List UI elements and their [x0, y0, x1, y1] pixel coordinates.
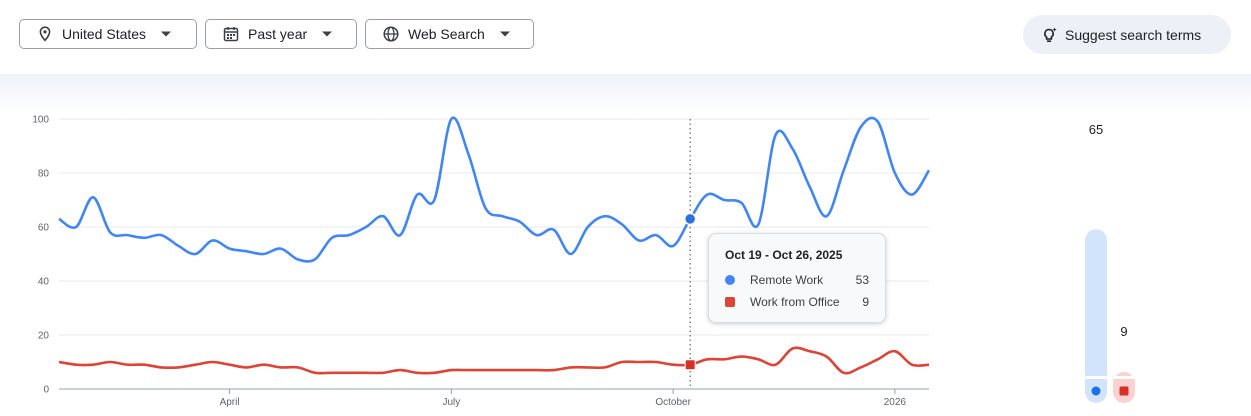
series-line-remote-work — [58, 116, 931, 263]
chevron-down-icon — [160, 30, 172, 38]
chart-tooltip: Oct 19 - Oct 26, 2025 Remote Work 53 Wor… — [708, 233, 886, 323]
y-tick-label: 100 — [32, 115, 49, 126]
tooltip-marker-remote-work — [725, 275, 735, 285]
y-tick-label: 20 — [38, 331, 50, 342]
highlight-point-remote-work — [683, 212, 697, 226]
average-bars — [1085, 229, 1135, 403]
y-tick-label: 60 — [38, 223, 50, 234]
location-filter[interactable]: United States — [19, 19, 197, 49]
toolbar: United States Past year Web Search Sugge… — [0, 0, 1251, 74]
y-tick-label: 40 — [38, 277, 50, 288]
tooltip-series-value: 9 — [862, 295, 869, 309]
location-filter-label: United States — [62, 26, 147, 42]
average-value-remote-work: 65 — [1088, 122, 1104, 137]
suggest-search-terms-label: Suggest search terms — [1065, 26, 1202, 43]
location-pin-icon — [36, 25, 54, 43]
y-axis-ticks: 0 20 40 60 80 100 — [32, 115, 49, 396]
y-tick-label: 80 — [38, 169, 50, 180]
average-value-work-from-office: 9 — [1120, 324, 1128, 339]
tooltip-marker-work-from-office — [725, 297, 735, 307]
series-line-work-from-office — [58, 346, 930, 375]
time-range-filter-label: Past year — [248, 26, 308, 42]
x-tick-label: 2026 — [884, 397, 907, 408]
tooltip-row-remote-work: Remote Work 53 — [725, 269, 869, 291]
search-type-filter[interactable]: Web Search — [365, 19, 534, 49]
average-marker-remote-work — [1091, 386, 1101, 396]
tooltip-series-label: Work from Office — [750, 295, 840, 309]
average-bar-gap — [1113, 376, 1135, 379]
chevron-down-icon — [499, 30, 511, 38]
x-tick-label: October — [655, 397, 691, 408]
x-axis-ticks: April July October 2026 — [220, 389, 907, 408]
chart-series — [58, 116, 931, 375]
average-marker-work-from-office — [1119, 386, 1129, 396]
average-bar-remote-work — [1085, 229, 1107, 403]
average-bar-gap — [1085, 376, 1107, 379]
chevron-down-icon — [321, 30, 333, 38]
tooltip-date: Oct 19 - Oct 26, 2025 — [725, 248, 843, 262]
calendar-icon — [222, 25, 240, 43]
globe-icon — [382, 25, 400, 43]
x-tick-label: April — [220, 397, 240, 408]
time-range-filter[interactable]: Past year — [205, 19, 357, 49]
y-tick-label: 0 — [43, 385, 49, 396]
tooltip-series-value: 53 — [855, 273, 869, 287]
header-gradient-band — [0, 74, 1251, 114]
tooltip-row-work-from-office: Work from Office 9 — [725, 291, 869, 313]
highlight-point-work-from-office — [684, 359, 696, 371]
search-type-filter-label: Web Search — [408, 26, 485, 42]
suggest-search-terms-button[interactable]: Suggest search terms — [1023, 15, 1231, 54]
tooltip-series-label: Remote Work — [750, 273, 824, 287]
x-tick-label: July — [442, 397, 460, 408]
lightbulb-icon — [1041, 26, 1059, 44]
